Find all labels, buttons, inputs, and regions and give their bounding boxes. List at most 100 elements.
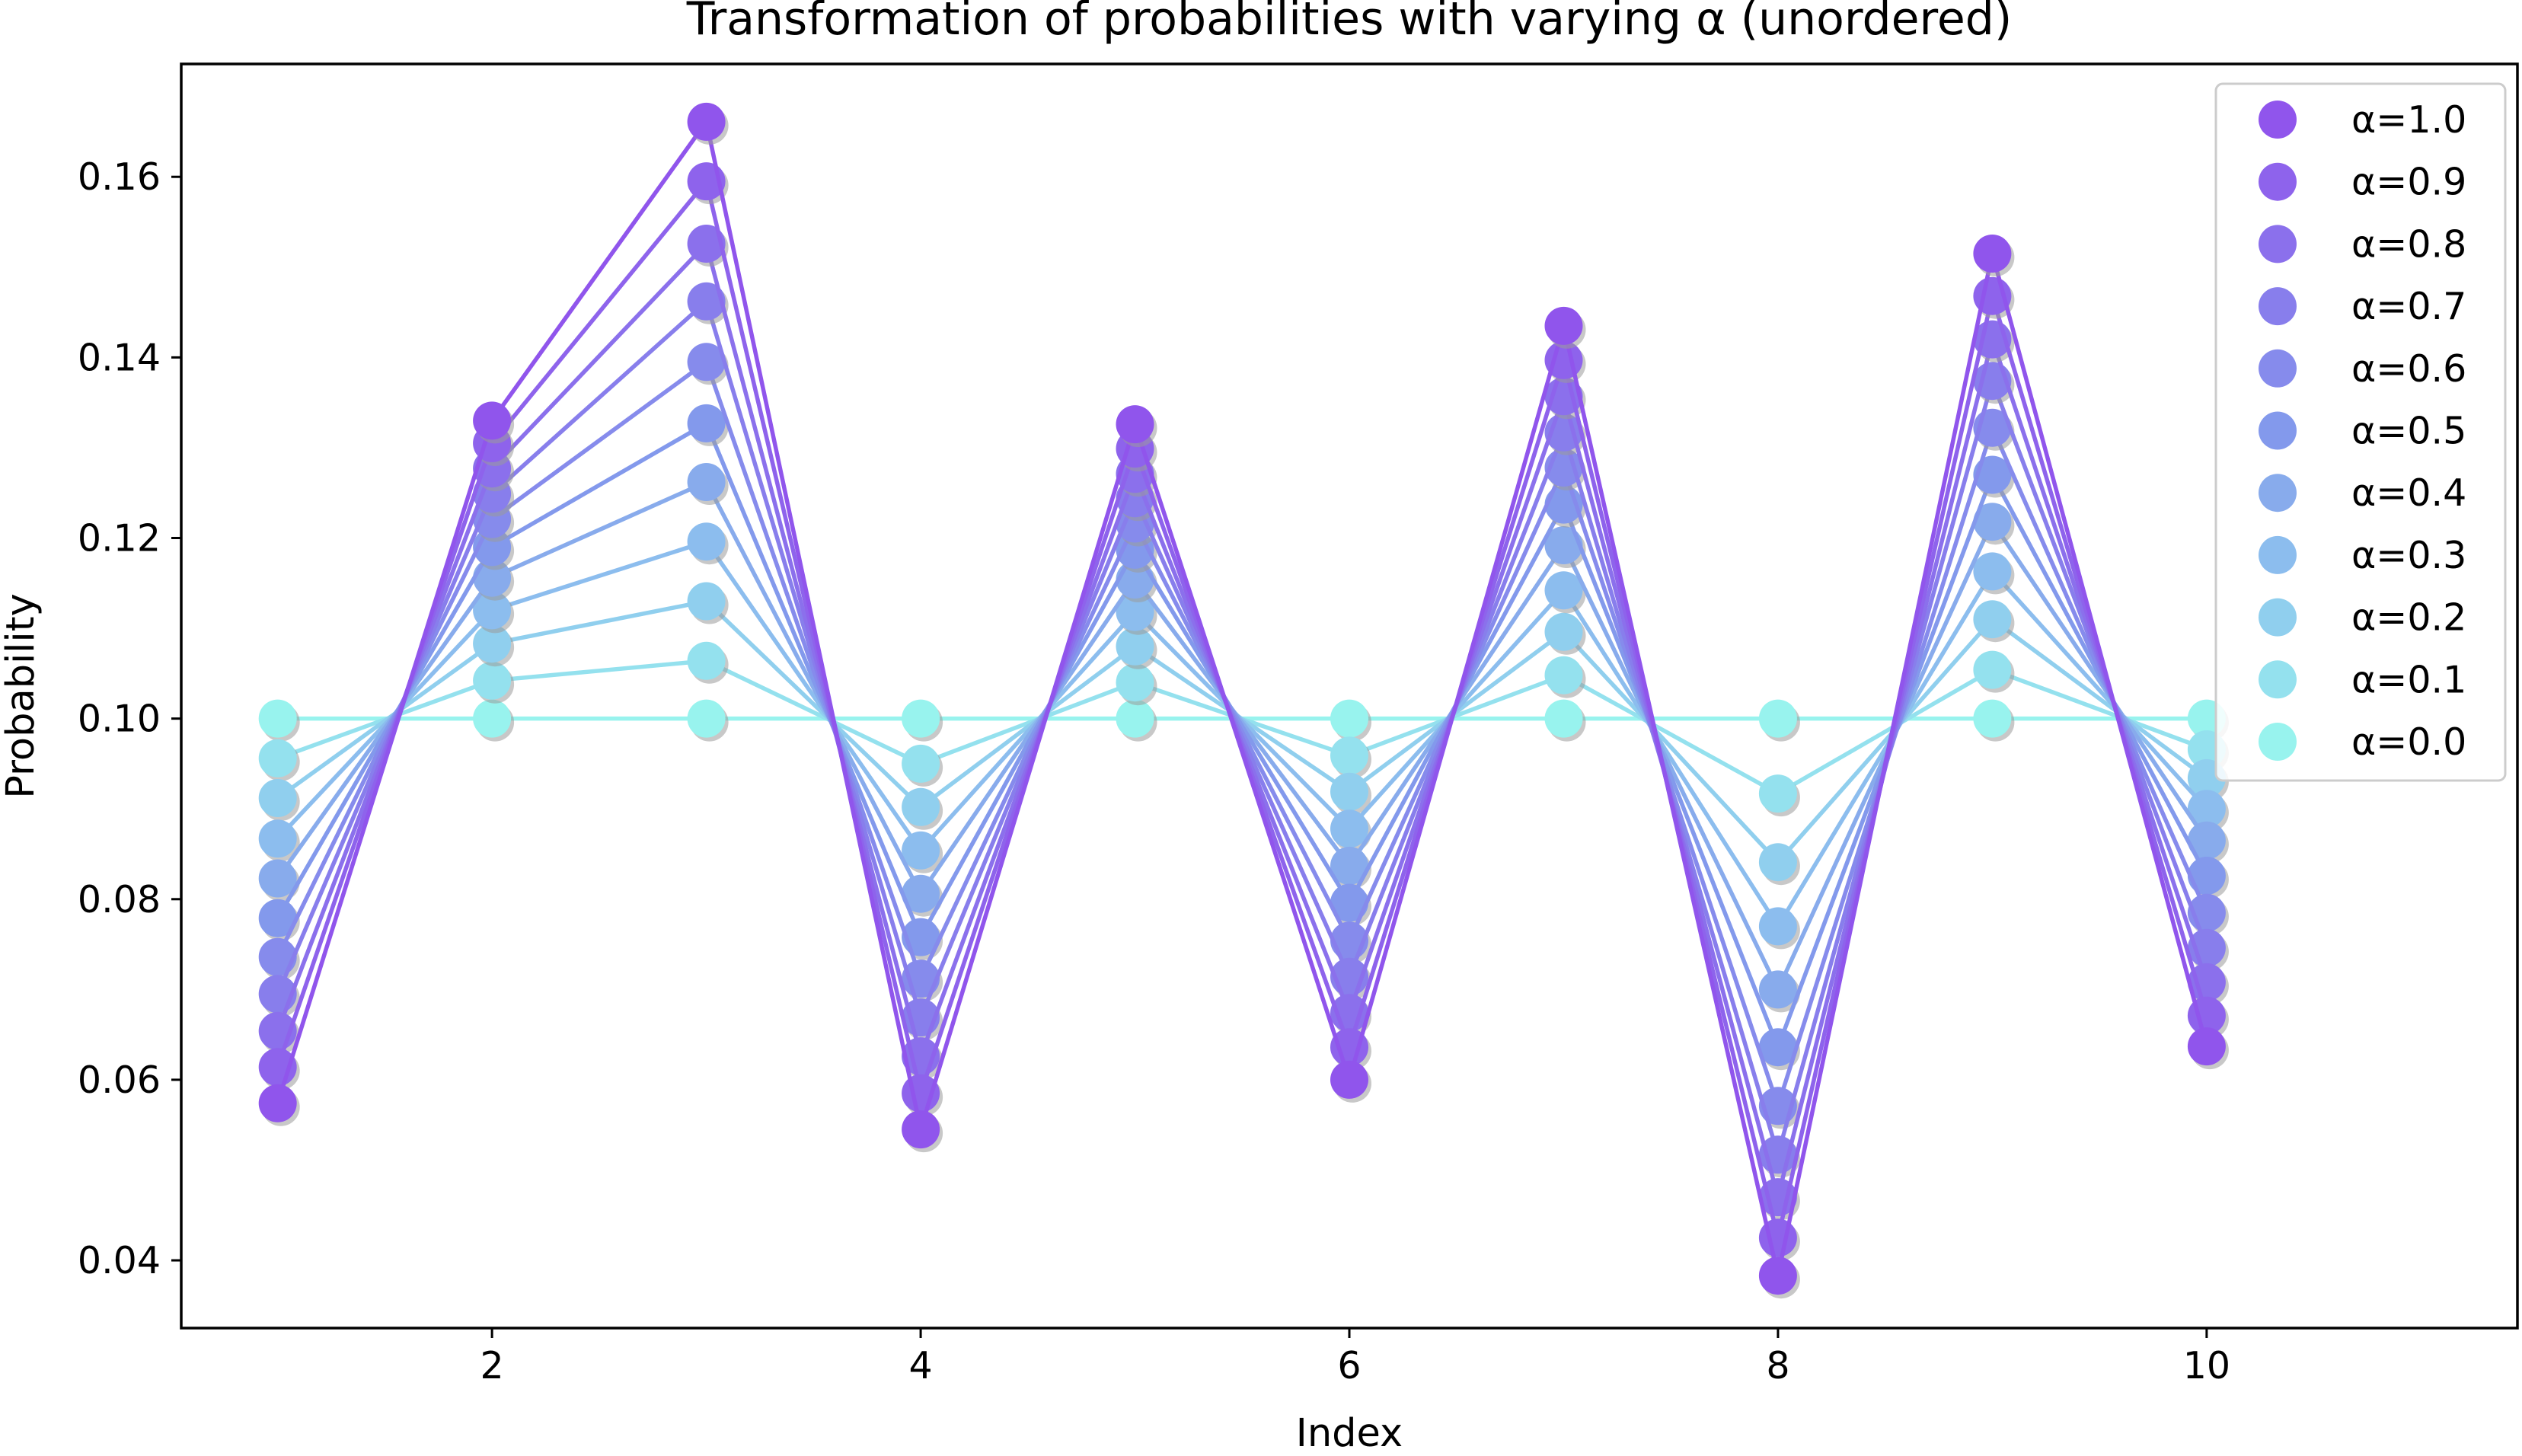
legend-item: α=0.4 <box>2259 471 2466 515</box>
data-point <box>687 463 726 501</box>
legend-marker <box>2259 349 2297 388</box>
data-point <box>687 699 726 738</box>
data-point <box>902 699 940 738</box>
data-point <box>258 937 297 976</box>
legend-label: α=0.1 <box>2351 658 2466 701</box>
legend-label: α=0.4 <box>2351 471 2466 515</box>
x-tick-label: 6 <box>1337 1344 1361 1387</box>
series-line <box>276 120 2209 1278</box>
data-point <box>258 1084 297 1122</box>
data-point <box>1973 650 2012 689</box>
legend-marker <box>2259 723 2297 761</box>
data-point <box>1330 1060 1368 1099</box>
data-point <box>473 699 512 738</box>
data-point <box>687 522 726 561</box>
data-point <box>2187 1027 2226 1066</box>
data-point <box>1116 699 1154 738</box>
legend-label: α=0.7 <box>2351 285 2466 328</box>
y-axis-label: Probability <box>0 593 43 799</box>
legend-item: α=0.6 <box>2259 347 2466 391</box>
data-point <box>902 1110 940 1149</box>
data-point <box>1330 699 1368 738</box>
data-point <box>258 739 297 777</box>
legend-item: α=0.8 <box>2259 222 2466 266</box>
legend-item: α=0.0 <box>2259 720 2466 764</box>
legend-label: α=0.6 <box>2351 347 2466 391</box>
data-point <box>902 787 940 826</box>
legend: α=1.0 α=0.9 α=0.8 α=0.7 α=0.6 α=0.5 α=0.4 α=0.3… <box>2214 82 2507 782</box>
legend-label: α=0.0 <box>2351 720 2466 764</box>
legend-marker <box>2259 474 2297 512</box>
legend-label: α=0.9 <box>2351 161 2466 204</box>
y-axis: 0.04 0.06 0.08 0.10 0.12 0.14 0.16 <box>78 155 181 1282</box>
data-point <box>1330 736 1368 775</box>
data-point <box>1330 883 1368 922</box>
data-point <box>1116 663 1154 702</box>
data-point <box>1544 612 1583 651</box>
data-point <box>258 859 297 898</box>
data-point <box>1973 503 2012 541</box>
data-point <box>1973 699 2012 738</box>
legend-label: α=0.3 <box>2351 534 2466 577</box>
legend-marker <box>2259 660 2297 699</box>
legend-item: α=1.0 <box>2259 98 2466 142</box>
y-tick-label: 0.16 <box>78 155 161 199</box>
data-point <box>902 744 940 783</box>
legend-marker <box>2259 535 2297 574</box>
data-point <box>687 343 726 382</box>
data-point <box>2187 790 2226 829</box>
legend-marker <box>2259 287 2297 326</box>
legend-label: α=0.5 <box>2351 410 2466 453</box>
data-point <box>1330 772 1368 811</box>
x-axis: 2 4 6 8 10 <box>480 1328 2230 1387</box>
data-point <box>1116 627 1154 666</box>
data-point <box>258 779 297 817</box>
legend-item: α=0.9 <box>2259 161 2466 204</box>
data-point <box>687 102 726 141</box>
legend-marker <box>2259 411 2297 450</box>
y-tick-label: 0.08 <box>78 878 161 921</box>
data-point <box>1330 809 1368 848</box>
data-point <box>1116 405 1154 444</box>
data-point <box>1758 1028 1797 1067</box>
data-point <box>258 699 297 738</box>
data-point <box>2187 857 2226 895</box>
data-point <box>1758 774 1797 813</box>
x-axis-label: Index <box>1296 1411 1403 1456</box>
data-point <box>687 641 726 680</box>
legend-item: α=0.3 <box>2259 534 2466 577</box>
legend-item: α=0.5 <box>2259 410 2466 453</box>
data-point <box>687 225 726 263</box>
x-tick-label: 8 <box>1766 1344 1789 1387</box>
y-tick-label: 0.04 <box>78 1239 161 1282</box>
data-point <box>1758 699 1797 738</box>
x-tick-label: 2 <box>480 1344 504 1387</box>
data-point <box>473 624 512 663</box>
legend-label: α=0.8 <box>2351 222 2466 266</box>
legend-marker <box>2259 598 2297 637</box>
data-point <box>687 282 726 321</box>
x-tick-label: 10 <box>2183 1344 2230 1387</box>
data-point <box>1973 552 2012 591</box>
legend-marker <box>2259 101 2297 139</box>
data-point <box>1973 235 2012 273</box>
data-point <box>1758 1256 1797 1295</box>
legend-label: α=1.0 <box>2351 98 2466 142</box>
legend-item: α=0.2 <box>2259 596 2466 640</box>
data-point <box>258 899 297 937</box>
y-tick-label: 0.10 <box>78 698 161 741</box>
y-tick-label: 0.12 <box>78 517 161 560</box>
data-point <box>1544 526 1583 564</box>
legend-item: α=0.1 <box>2259 658 2466 701</box>
data-point <box>1973 600 2012 639</box>
series-α=1.0 <box>258 102 2229 1299</box>
legend-marker <box>2259 162 2297 201</box>
data-point <box>1330 846 1368 885</box>
x-tick-label: 4 <box>908 1344 932 1387</box>
data-point <box>1758 907 1797 946</box>
data-point <box>1544 571 1583 610</box>
data-point <box>1973 455 2012 494</box>
data-point <box>473 401 512 440</box>
data-point <box>902 831 940 870</box>
